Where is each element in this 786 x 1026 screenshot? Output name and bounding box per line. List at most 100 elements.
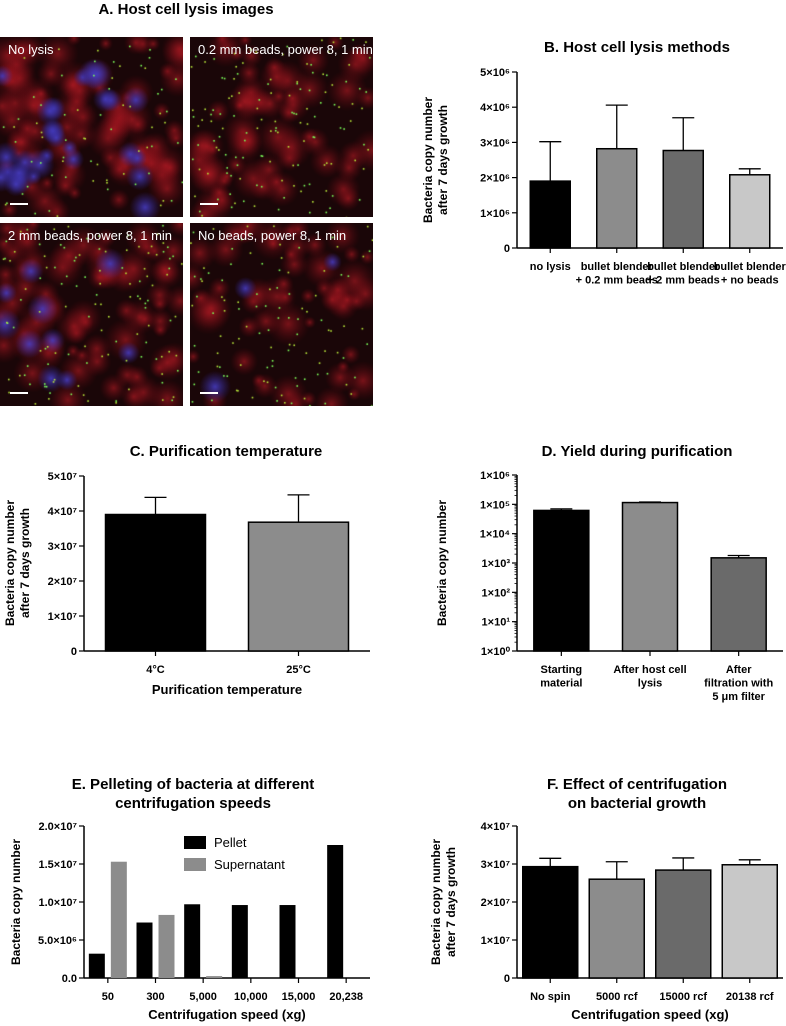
panel-a-title: A. Host cell lysis images (98, 1, 273, 18)
chart-d-y-label: Bacteria copy number (435, 500, 449, 626)
chart-e-bar-pellet (88, 953, 105, 978)
chart-e-x-tick-label: 300 (146, 991, 164, 1003)
chart-b-y-tick-label: 0 (504, 243, 510, 255)
chart-f-x-label: Centrifugation speed (xg) (571, 1007, 728, 1022)
chart-e-bar-supernatant (206, 976, 223, 978)
chart-e-bar-supernatant (110, 861, 127, 978)
chart-c-y-tick-label: 1×10⁷ (48, 611, 78, 623)
chart-e-bar-pellet (184, 904, 201, 978)
chart-b-bar (596, 147, 638, 249)
micrograph-canvas (0, 37, 183, 217)
chart-e-y-tick-label: 5.0×10⁶ (38, 935, 77, 947)
chart-b-x-tick-label: bullet blender (647, 261, 720, 273)
chart-c-x-tick-label: 4°C (146, 664, 165, 676)
chart-c-y-tick-label: 4×10⁷ (48, 506, 78, 518)
chart-d-y-tick-label: 1×10⁴ (480, 529, 510, 541)
chart-e-bar-supernatant (158, 914, 175, 978)
chart-c-x-label: Purification temperature (152, 682, 302, 697)
micrograph-no-lysis: No lysis (0, 37, 183, 217)
micrograph-label: 0.2 mm beads, power 8, 1 min (198, 42, 373, 57)
chart-d-title: D. Yield during purification (542, 443, 733, 460)
chart-b-x-tick-label: no lysis (530, 261, 571, 273)
scale-bar (200, 392, 218, 394)
chart-b-bar (729, 174, 771, 249)
chart-e-title: E. Pelleting of bacteria at different (72, 776, 315, 793)
chart-e-y-tick-label: 1.0×10⁷ (39, 897, 78, 909)
micrograph-label: No lysis (8, 42, 54, 57)
chart-b-y-label: Bacteria copy number (421, 97, 435, 223)
chart-d-x-tick-label: lysis (638, 678, 662, 690)
chart-e-y-tick-label: 0.0 (62, 973, 77, 985)
micrograph-canvas (190, 223, 373, 406)
chart-b-x-tick-label: + no beads (721, 275, 779, 287)
chart-e-bar-pellet (279, 905, 296, 978)
chart-e-x-label: Centrifugation speed (xg) (148, 1007, 305, 1022)
chart-e-legend-label: Pellet (214, 835, 247, 850)
chart-b-y-tick-label: 1×10⁶ (480, 208, 510, 220)
chart-e-y-tick-label: 2.0×10⁷ (39, 821, 78, 833)
chart-b-y-tick-label: 4×10⁶ (480, 102, 510, 114)
micrograph-2mm-beads: 2 mm beads, power 8, 1 min (0, 223, 183, 406)
chart-e-y-label: Bacteria copy number (9, 839, 23, 965)
chart-f-y-tick-label: 0 (504, 973, 510, 985)
chart-c-y-tick-label: 2×10⁷ (48, 576, 78, 588)
chart-f-bar (655, 869, 712, 979)
chart-d-x-tick-label: filtration with (704, 678, 773, 690)
chart-f-bar (721, 864, 778, 979)
chart-e-title: centrifugation speeds (115, 795, 271, 812)
chart-d-bar (621, 501, 679, 652)
chart-d-y-tick-label: 1×10⁶ (480, 470, 510, 482)
chart-f-y-label: after 7 days growth (444, 847, 458, 957)
chart-f-bar (588, 878, 645, 979)
chart-d-y-tick-label: 1×10⁰ (481, 646, 511, 658)
chart-b-x-tick-label: bullet blender (714, 261, 786, 273)
chart-f-title: F. Effect of centrifugation (547, 776, 727, 793)
micrograph-canvas (190, 37, 373, 217)
chart-b-title: B. Host cell lysis methods (544, 39, 730, 56)
chart-b-x-tick-label: + 2 mm beads (647, 275, 720, 287)
chart-f-x-tick-label: 5000 rcf (596, 991, 638, 1003)
chart-c-title: C. Purification temperature (130, 443, 323, 460)
chart-f-y-tick-label: 4×10⁷ (481, 821, 511, 833)
chart-c-bar (104, 513, 207, 652)
micrograph-canvas (0, 223, 183, 406)
chart-b-bar (662, 149, 704, 249)
scale-bar (10, 203, 28, 205)
chart-f-x-tick-label: 15000 rcf (659, 991, 707, 1003)
chart-f-y-tick-label: 1×10⁷ (481, 935, 511, 947)
chart-e-x-tick-label: 15,000 (282, 991, 316, 1003)
chart-b-y-tick-label: 5×10⁶ (480, 67, 510, 79)
chart-d-x-tick-label: After host cell (613, 664, 686, 676)
chart-f-y-tick-label: 2×10⁷ (481, 897, 511, 909)
micrograph-label: No beads, power 8, 1 min (198, 228, 347, 243)
chart-f-y-label: Bacteria copy number (429, 839, 443, 965)
chart-b-bar (529, 180, 571, 249)
chart-d-x-tick-label: 5 μm filter (712, 691, 765, 703)
micrograph-no-beads: No beads, power 8, 1 min (190, 223, 373, 406)
chart-f-x-tick-label: 20138 rcf (726, 991, 774, 1003)
micrograph-02mm-beads: 0.2 mm beads, power 8, 1 min (190, 37, 373, 217)
chart-e-y-tick-label: 1.5×10⁷ (39, 859, 78, 871)
chart-d-y-tick-label: 1×10² (482, 587, 511, 599)
chart-c-y-tick-label: 3×10⁷ (48, 541, 78, 553)
chart-c-bar (247, 521, 350, 652)
chart-d-bar (533, 509, 590, 652)
chart-e-legend-label: Supernatant (214, 857, 285, 872)
chart-b-x-tick-label: + 0.2 mm beads (576, 275, 658, 287)
chart-e-x-tick-label: 20,238 (329, 991, 363, 1003)
chart-d-x-tick-label: After (726, 664, 752, 676)
chart-b-y-tick-label: 2×10⁶ (480, 173, 510, 185)
chart-d-y-tick-label: 1×10³ (482, 558, 511, 570)
chart-c-y-label: Bacteria copy number (3, 500, 17, 626)
chart-f-x-tick-label: No spin (530, 991, 571, 1003)
scale-bar (10, 392, 28, 394)
chart-d-x-tick-label: material (540, 678, 582, 690)
chart-e-x-tick-label: 10,000 (234, 991, 268, 1003)
chart-d-bar (710, 557, 767, 652)
scale-bar (200, 203, 218, 205)
chart-e-bar-pellet (136, 922, 153, 978)
chart-e-legend-swatch (184, 858, 206, 871)
chart-f-bar (522, 865, 579, 979)
chart-d-y-tick-label: 1×10¹ (482, 617, 511, 629)
chart-d-y-tick-label: 1×10⁵ (480, 499, 510, 511)
